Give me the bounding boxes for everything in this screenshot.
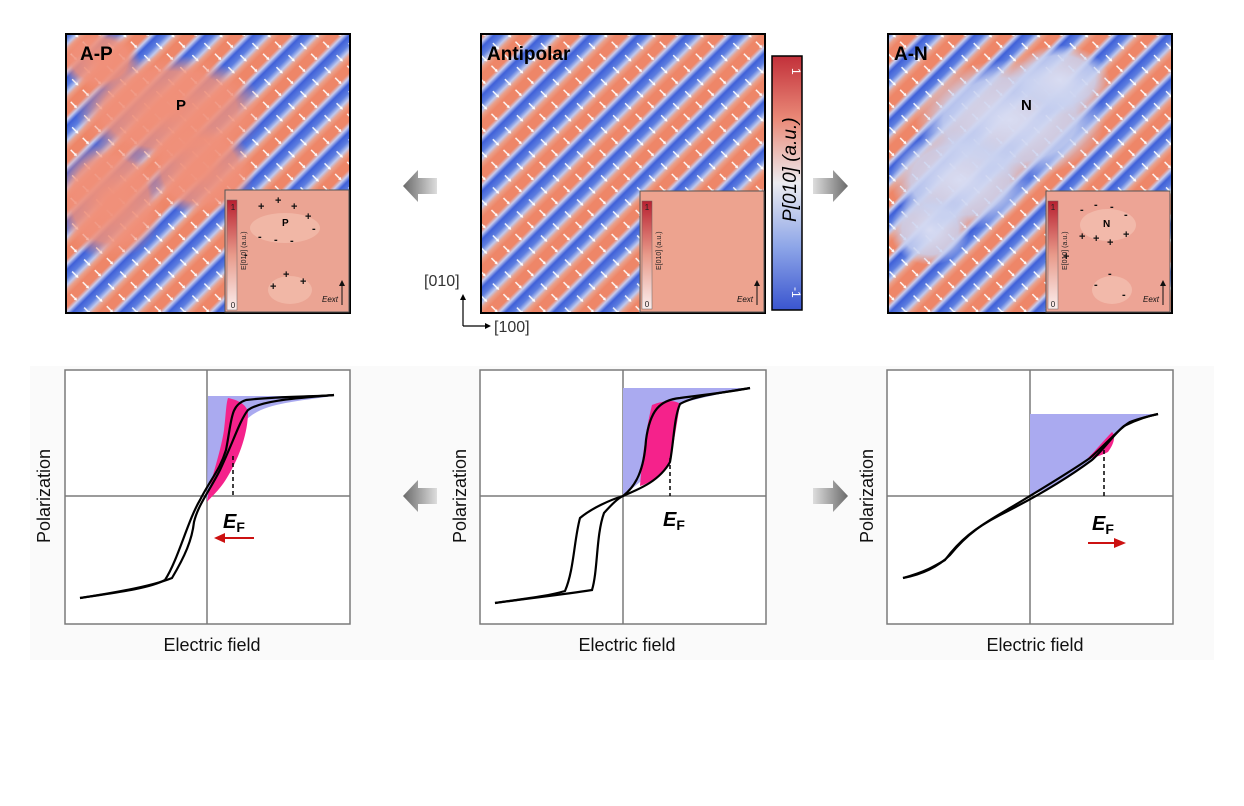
plot-antipolar-xlabel: Electric field: [578, 635, 675, 655]
svg-text:-: -: [274, 234, 278, 246]
colorbar-label: P[010] (a.u.): [780, 117, 801, 222]
plot-an-loss-region: [1088, 432, 1115, 458]
arrow-to-ap-bottom: [403, 480, 437, 512]
map-ap-inset-field: Eext: [322, 295, 339, 304]
svg-text:-: -: [1124, 209, 1128, 221]
svg-text:-: -: [1094, 279, 1098, 291]
svg-text:-: -: [1110, 201, 1114, 213]
colorbar: 1 -1 P[010] (a.u.): [771, 55, 803, 311]
map-ap-inset-max: 1: [231, 203, 236, 212]
map-antipolar-inset-field: Eext: [737, 295, 754, 304]
orientation-axes: [010] [100]: [424, 273, 530, 336]
axis-x-dir: [100]: [494, 319, 530, 336]
svg-text:+: +: [305, 211, 311, 223]
plot-an-ef-label: EF: [1092, 513, 1114, 537]
colorbar-max: 1: [789, 68, 803, 75]
svg-text:+: +: [1107, 237, 1113, 249]
svg-text:-: -: [244, 249, 248, 261]
svg-text:-: -: [1094, 199, 1098, 211]
svg-text:+: +: [300, 276, 306, 288]
map-an-inset-min: 0: [1051, 300, 1056, 309]
colorbar-min: -1: [789, 287, 803, 298]
map-antipolar-inset-axis: E[010] (a.u.): [656, 231, 663, 270]
map-antipolar-inset-min: 0: [645, 300, 650, 309]
map-an-inset: 1 0 E[010] (a.u.) N + + + + + - - - - - …: [1045, 190, 1171, 313]
map-ap-label: A-P: [80, 44, 113, 65]
svg-text:-: -: [1080, 204, 1084, 216]
map-an-label: A-N: [894, 44, 928, 65]
svg-text:+: +: [291, 201, 297, 213]
map-ap-charges: + + + + + + + - - - - -: [244, 195, 316, 293]
svg-text:-: -: [1108, 268, 1112, 280]
svg-text:+: +: [283, 269, 289, 281]
svg-text:-: -: [290, 235, 294, 247]
plot-antipolar-ylabel: Polarization: [450, 449, 470, 543]
svg-text:-: -: [1122, 289, 1126, 301]
arrow-to-an-top: [813, 170, 848, 202]
svg-text:+: +: [258, 201, 264, 213]
map-an-inset-center: N: [1103, 219, 1110, 230]
map-ap-inset: 1 0 E[010] (a.u.) P + + + + + + + - - - …: [224, 189, 350, 313]
axis-y-dir: [010]: [424, 273, 460, 290]
plot-an-field-arrow: [1114, 538, 1126, 548]
map-antipolar-inset: 1 0 E[010] (a.u.) Eext: [639, 190, 765, 313]
map-an-inset-axis: E[010] (a.u.): [1062, 231, 1069, 270]
map-antipolar: Antipolar 1 0 E[010] (a.u.) Eext: [480, 33, 766, 314]
plot-antipolar: EF Polarization Electric field: [450, 369, 767, 655]
svg-text:+: +: [1063, 251, 1069, 263]
svg-text:+: +: [270, 281, 276, 293]
svg-text:+: +: [1123, 229, 1129, 241]
arrow-to-ap-top: [403, 170, 437, 202]
plot-an-xlabel: Electric field: [986, 635, 1083, 655]
map-ap-inset-center: P: [282, 218, 289, 229]
svg-text:-: -: [312, 223, 316, 235]
plot-an: EF Polarization Electric field: [857, 369, 1174, 655]
svg-text:-: -: [258, 231, 262, 243]
plot-ap-ef-label: EF: [223, 511, 245, 535]
svg-text:+: +: [1093, 233, 1099, 245]
plot-ap-ylabel: Polarization: [34, 449, 54, 543]
plot-ap-xlabel: Electric field: [163, 635, 260, 655]
svg-text:+: +: [275, 195, 281, 207]
map-ap-inset-axis: E[010] (a.u.): [241, 231, 248, 270]
plot-ap: EF Polarization Electric field: [34, 369, 351, 655]
map-an-inset-field: Eext: [1143, 295, 1160, 304]
plot-an-ylabel: Polarization: [857, 449, 877, 543]
map-antipolar-inset-max: 1: [645, 203, 650, 212]
map-an: A-N N 1 0 E[010] (a.u.) N + + + + + - - …: [887, 33, 1173, 314]
map-ap: A-P P 1 0 E[010] (a.u.) P + + + + + + + …: [65, 33, 351, 314]
arrow-to-an-bottom: [813, 480, 848, 512]
map-an-center-label: N: [1021, 97, 1032, 114]
map-ap-inset-min: 0: [231, 301, 236, 310]
plot-ap-field-arrow: [214, 533, 225, 543]
map-antipolar-label: Antipolar: [487, 44, 571, 65]
plot-antipolar-ef-label: EF: [663, 509, 685, 533]
svg-text:+: +: [1079, 231, 1085, 243]
map-an-inset-max: 1: [1051, 203, 1056, 212]
map-an-charges: + + + + + - - - - - - -: [1063, 199, 1129, 301]
map-ap-center-label: P: [176, 97, 186, 114]
